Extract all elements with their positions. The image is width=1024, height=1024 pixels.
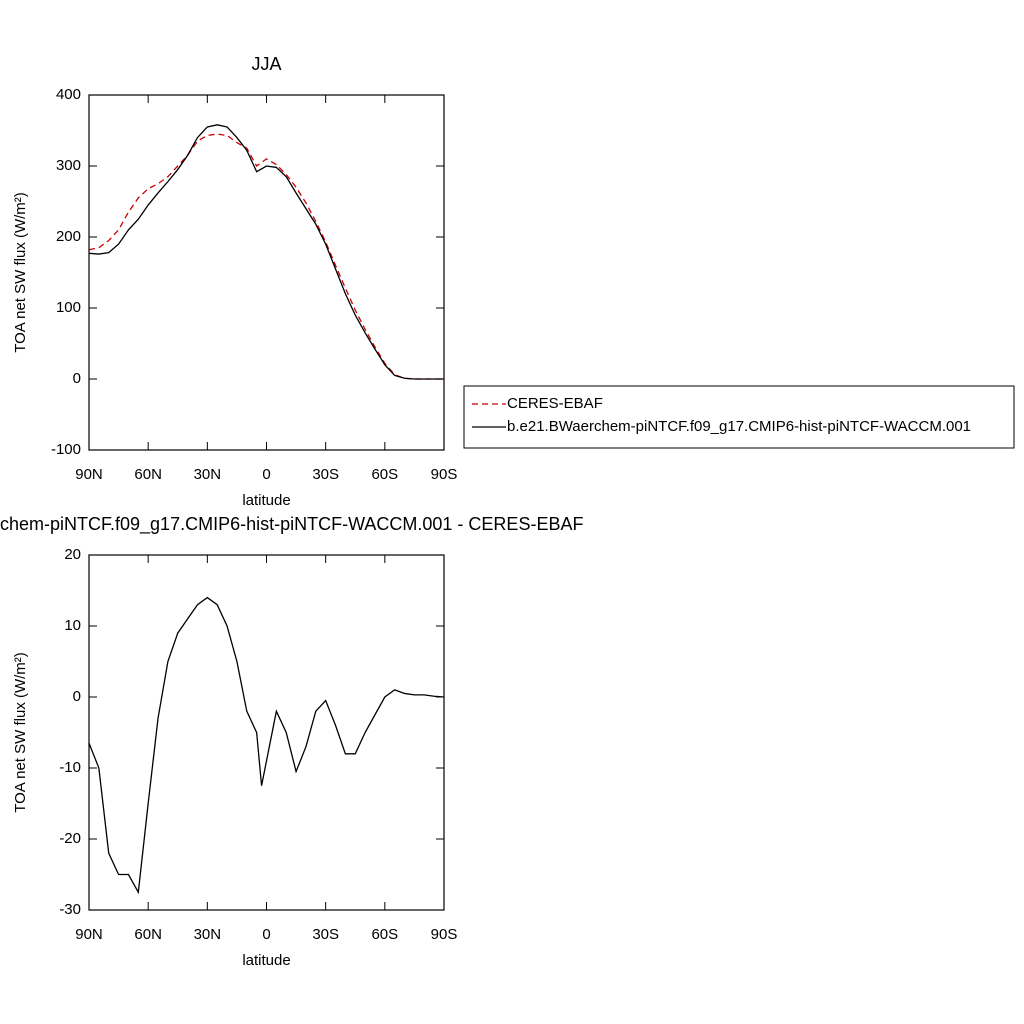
legend-label: b.e21.BWaerchem-piNTCF.f09_g17.CMIP6-his…	[507, 418, 971, 435]
y-tick-label: 0	[73, 370, 81, 387]
x-axis-label: latitude	[242, 492, 290, 509]
y-tick-label: 20	[64, 546, 81, 563]
plot-frame	[88, 554, 445, 911]
y-tick-label: 0	[73, 688, 81, 705]
chart-title: chem-piNTCF.f09_g17.CMIP6-hist-piNTCF-WA…	[0, 514, 583, 535]
data-line	[88, 596, 445, 895]
x-axis-label: latitude	[242, 952, 290, 969]
y-tick-label: 300	[56, 157, 81, 174]
y-tick-label: 200	[56, 228, 81, 245]
x-tick-label: 60S	[371, 926, 398, 943]
x-tick-label: 60N	[134, 926, 162, 943]
x-tick-label: 30N	[194, 466, 222, 483]
y-axis-label: TOA net SW flux (W/m²)	[12, 192, 29, 353]
x-tick-label: 90N	[75, 926, 103, 943]
legend-box	[463, 385, 1015, 449]
legend: CERES-EBAF b.e21.BWaerchem-piNTCF.f09_g17…	[463, 385, 1015, 449]
data-line	[88, 133, 444, 380]
x-tick-label: 90N	[75, 466, 103, 483]
x-tick-label: 90S	[431, 466, 458, 483]
x-tick-label: 30S	[312, 466, 339, 483]
data-line	[88, 124, 444, 380]
y-tick-label: 100	[56, 299, 81, 316]
x-tick-label: 0	[262, 926, 270, 943]
plot-frame	[88, 94, 445, 451]
y-tick-label: -10	[59, 759, 81, 776]
x-tick-label: 30N	[194, 926, 222, 943]
x-tick-label: 0	[262, 466, 270, 483]
y-tick-label: 400	[56, 86, 81, 103]
y-axis-label: TOA net SW flux (W/m²)	[12, 652, 29, 813]
x-tick-label: 60S	[371, 466, 398, 483]
legend-label: CERES-EBAF	[507, 395, 603, 412]
y-tick-label: -30	[59, 901, 81, 918]
panel: chem-piNTCF.f09_g17.CMIP6-hist-piNTCF-WA…	[0, 514, 583, 969]
x-tick-label: 30S	[312, 926, 339, 943]
panel: JJA latitude TOA net SW flux (W/m²) 90N 60N 3…	[12, 54, 1015, 509]
x-tick-label: 60N	[134, 466, 162, 483]
y-tick-label: -100	[51, 441, 81, 458]
x-tick-label: 90S	[431, 926, 458, 943]
y-tick-label: 10	[64, 617, 81, 634]
y-tick-label: -20	[59, 830, 81, 847]
chart-title: JJA	[251, 54, 281, 74]
